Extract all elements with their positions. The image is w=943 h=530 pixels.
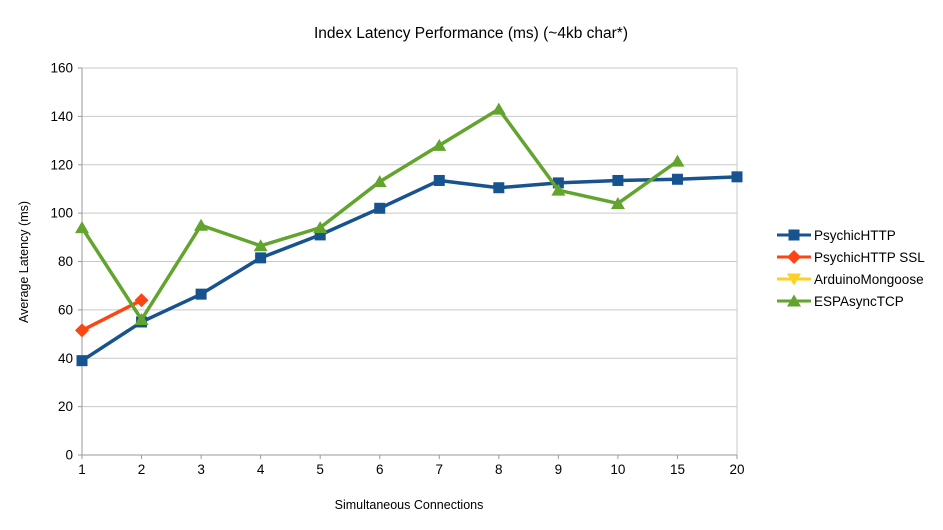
legend-item-espasynctcp: ESPAsyncTCP	[777, 290, 925, 312]
data-point-psychichttp	[314, 229, 326, 241]
x-tick-label: 5	[316, 462, 324, 477]
legend-label: ESPAsyncTCP	[814, 293, 904, 309]
y-tick-label: 20	[58, 399, 73, 414]
data-point-espasynctcp	[670, 154, 685, 167]
data-point-espasynctcp	[253, 239, 268, 252]
x-tick-label: 9	[555, 462, 563, 477]
data-point-psychichttp	[552, 177, 564, 189]
y-tick-label: 60	[58, 302, 73, 317]
x-tick-label: 4	[257, 462, 265, 477]
data-point-psychichttp	[255, 252, 267, 264]
legend-marker	[787, 250, 801, 264]
data-point-espasynctcp	[134, 313, 149, 326]
data-point-psychichttp	[76, 355, 88, 367]
legend: PsychicHTTP PsychicHTTP SSL ArduinoMongoos…	[777, 224, 925, 312]
legend-marker-icon	[777, 294, 811, 307]
x-tick-label: 7	[436, 462, 444, 477]
y-axis-title: Average Latency (ms)	[17, 200, 31, 324]
y-tick-label: 80	[58, 254, 73, 269]
chart-title: Index Latency Performance (ms) (~4kb cha…	[313, 25, 629, 42]
legend-marker-icon	[777, 273, 811, 286]
data-point-psychichttp-ssl	[134, 293, 149, 308]
data-point-psychichttp	[374, 202, 386, 214]
legend-marker	[788, 229, 800, 241]
legend-item-psychichttp: PsychicHTTP	[777, 224, 925, 246]
data-point-espasynctcp	[194, 218, 209, 231]
series-line-espasynctcp	[80, 107, 679, 322]
x-tick-label: 20	[729, 462, 744, 477]
data-point-psychichttp	[195, 288, 207, 300]
legend-label: ArduinoMongoose	[814, 271, 924, 287]
x-tick-label: 2	[138, 462, 146, 477]
x-tick-label: 1	[78, 462, 86, 477]
series-line-psychichttp	[81, 175, 738, 363]
y-tick-label: 160	[50, 61, 73, 76]
x-tick-label: 6	[376, 462, 384, 477]
legend-item-psychichttp-ssl: PsychicHTTP SSL	[777, 246, 925, 268]
legend-label: PsychicHTTP	[814, 227, 896, 243]
data-point-espasynctcp	[610, 196, 625, 209]
y-tick-label: 0	[65, 448, 73, 463]
data-point-psychichttp	[612, 174, 624, 186]
data-point-psychichttp-ssl	[75, 323, 89, 338]
x-tick-label: 3	[197, 462, 205, 477]
data-point-psychichttp	[671, 173, 683, 185]
data-point-psychichttp	[433, 174, 445, 186]
legend-marker	[787, 294, 801, 307]
y-tick-label: 40	[58, 351, 73, 366]
data-point-espasynctcp	[551, 183, 566, 196]
data-point-espasynctcp	[313, 221, 328, 234]
y-tick-label: 140	[50, 109, 73, 124]
x-tick-label: 10	[610, 462, 625, 477]
legend-marker	[787, 273, 801, 286]
legend-label: PsychicHTTP SSL	[814, 249, 925, 265]
data-point-espasynctcp	[491, 102, 506, 115]
legend-marker-icon	[777, 229, 811, 241]
data-point-espasynctcp	[75, 221, 89, 234]
x-tick-label: 8	[495, 462, 503, 477]
x-axis-title: Simultaneous Connections	[334, 498, 484, 512]
y-tick-label: 120	[50, 157, 73, 172]
data-point-espasynctcp	[372, 175, 387, 188]
data-point-psychichttp	[731, 171, 743, 183]
legend-marker-icon	[777, 250, 811, 264]
x-tick-label: 15	[670, 462, 685, 477]
data-point-psychichttp	[493, 182, 505, 194]
data-point-espasynctcp	[432, 138, 447, 151]
y-tick-label: 100	[50, 206, 73, 221]
legend-item-arduinomongoose: ArduinoMongoose	[777, 268, 925, 290]
